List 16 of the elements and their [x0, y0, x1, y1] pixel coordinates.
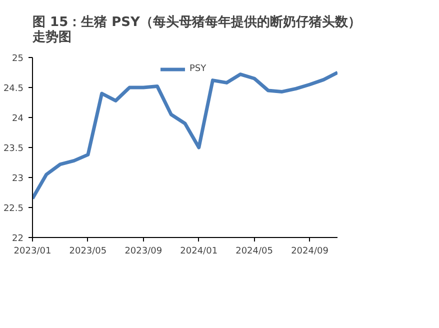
- y-tick-label: 23.5: [3, 144, 24, 154]
- y-tick-label: 24: [12, 114, 24, 124]
- chart-title: 图 15：生猪 PSY（每头母猪每年提供的断奶仔猪头数）走势图: [32, 15, 361, 45]
- y-tick-label: 22.5: [3, 204, 24, 214]
- y-tick-label: 22: [12, 234, 24, 244]
- x-tick-label: 2024/09: [291, 246, 329, 256]
- x-tick-label: 2023/01: [14, 246, 52, 256]
- x-tick-label: 2024/01: [180, 246, 218, 256]
- x-tick-label: 2023/09: [124, 246, 162, 256]
- x-tick-label: 2023/05: [69, 246, 107, 256]
- x-tick-label: 2024/05: [236, 246, 274, 256]
- y-tick-label: 25: [12, 54, 24, 64]
- y-tick-label: 23: [12, 174, 24, 184]
- y-tick-label: 24.5: [3, 84, 24, 94]
- legend-label: PSY: [190, 64, 208, 74]
- line-series: [32, 70, 338, 200]
